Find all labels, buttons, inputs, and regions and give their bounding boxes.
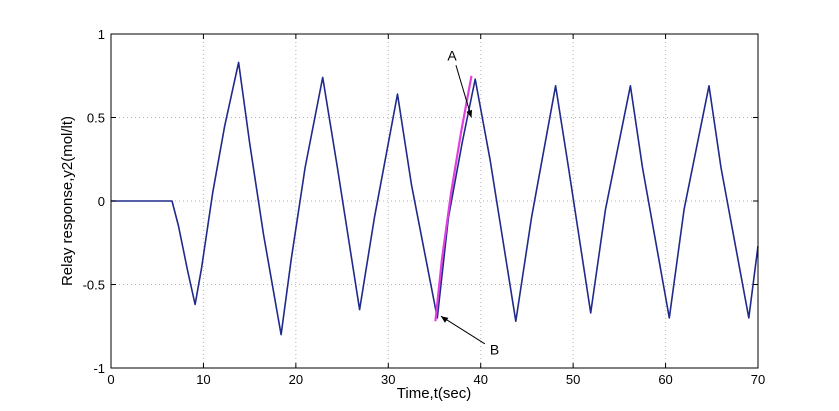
x-tick-label: 20 xyxy=(289,372,303,387)
annotation-arrow-line xyxy=(440,315,486,345)
y-tick-label: -1 xyxy=(93,361,105,376)
annotation-arrow-line xyxy=(455,65,472,118)
y-tick-label: 0.5 xyxy=(87,111,105,126)
x-tick-label: 40 xyxy=(473,372,487,387)
x-tick-label: 10 xyxy=(196,372,210,387)
x-tick-label: 60 xyxy=(658,372,672,387)
y-tick-label: 1 xyxy=(98,27,105,42)
highlighted-segment-line xyxy=(434,75,473,322)
annotation-label: B xyxy=(490,342,499,358)
y-tick-label: 0 xyxy=(98,194,105,209)
y-axis-label: Relay response,y2(mol/lt) xyxy=(59,116,76,286)
y-tick-label: -0.5 xyxy=(83,278,105,293)
relay-response-line xyxy=(111,61,759,336)
x-tick-label: 0 xyxy=(107,372,114,387)
axes-box xyxy=(110,33,759,369)
annotation-arrowhead xyxy=(466,109,473,118)
grid-lines xyxy=(111,34,758,368)
annotation-label: A xyxy=(447,48,457,64)
axis-ticks: 0 10 20 30 40 50 60 70 -1 -0.5 0 0.5 1 xyxy=(83,27,766,387)
annotations: AB xyxy=(440,48,499,358)
x-axis-label: Time,t(sec) xyxy=(397,385,471,402)
annotation-arrowhead xyxy=(440,316,449,323)
series-lines xyxy=(111,61,759,336)
x-tick-label: 30 xyxy=(381,372,395,387)
x-tick-label: 70 xyxy=(751,372,765,387)
x-tick-label: 50 xyxy=(566,372,580,387)
